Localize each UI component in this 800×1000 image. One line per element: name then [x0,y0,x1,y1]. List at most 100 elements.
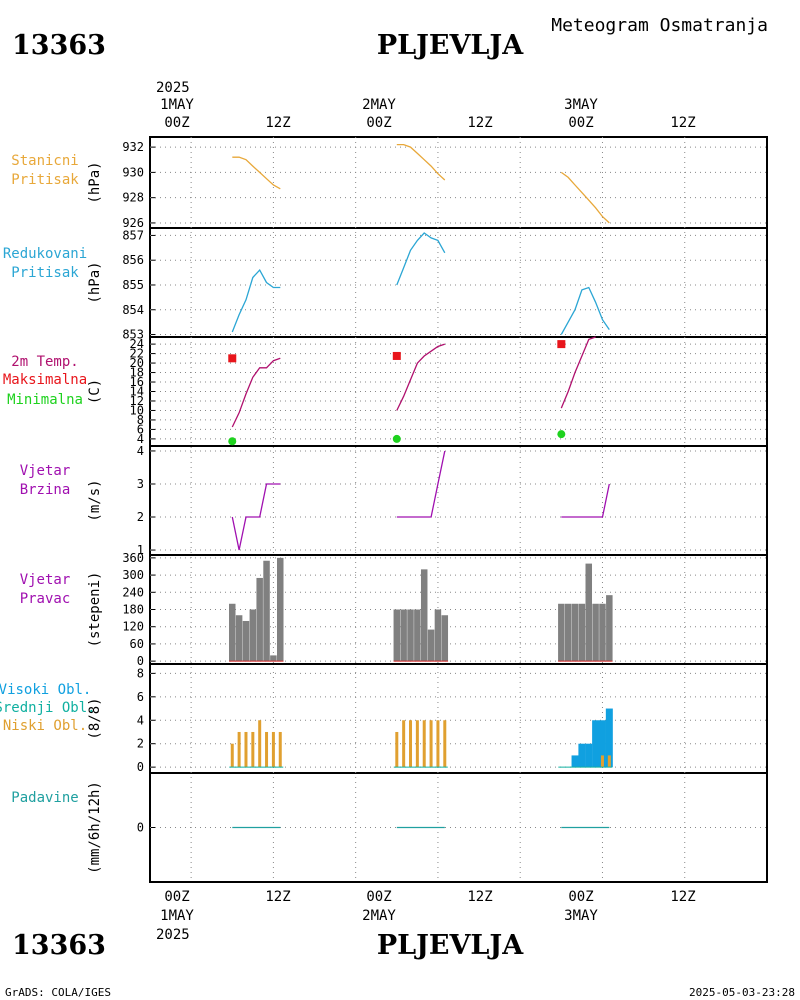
top-day-label: 1MAY [160,97,194,113]
y-tick-label: 8 [137,413,144,427]
wind-direction-bar [599,603,606,662]
y-tick-label: 0 [137,760,144,774]
station-pressure-line [560,171,610,224]
temperature-line [231,357,281,428]
high-cloud-bar [578,743,586,768]
wind-direction-bar [270,655,277,662]
plot-area: 932 930 928 926 (hPa) Stanicni Pritisak 857 856 8… [0,136,768,883]
panel-series-label: Brzina [20,482,71,498]
station-pressure-line [396,143,446,181]
grads-credit: GrADS: COLA/IGES [5,986,111,999]
y-tick-label: 853 [122,328,144,342]
y-tick-label: 8 [137,666,144,680]
y-tick-label: 14 [130,385,144,399]
reduced-pressure-line [396,232,446,286]
panel-series-label: Stanicni [11,153,78,169]
high-cloud-bar [592,720,600,768]
top-hour-label: 12Z [467,115,492,131]
high-cloud-bar [571,755,579,768]
panel-series-label: Pritisak [11,265,79,281]
high-cloud-bar [598,720,606,768]
y-tick-label: 2 [137,510,144,524]
bottom-hour-label: 12Z [467,889,492,905]
low-cloud-bar [265,731,269,768]
wind-direction-bar [564,603,572,662]
wind-direction-bar [256,577,263,662]
temperature-line [396,343,446,411]
station-id-bottom: 13363 [12,930,106,961]
y-tick-label: 857 [122,228,144,242]
top-hour-label: 00Z [568,115,593,131]
low-cloud-bar [443,720,447,768]
y-tick-label: 20 [130,356,144,370]
wind-direction-bar [578,603,586,662]
panel-series-label: Srednji Obl. [0,700,96,716]
wind-direction-bar [427,629,435,662]
station-name-top: PLJEVLJA [377,30,524,61]
y-tick-label: 4 [137,432,144,446]
wind-speed-line [231,483,281,551]
low-cloud-bar [230,743,234,768]
wind-direction-bar [571,603,579,662]
panel-series-label: Maksimalna [3,372,87,388]
y-tick-label: 18 [130,366,144,380]
panel-unit-label: (mm/6h/12h) [87,781,103,874]
low-cloud-bar [258,720,262,768]
panel-series-label: Padavine [11,790,78,806]
wind-direction-bar [558,603,565,662]
wind-direction-bar [434,609,442,662]
min-temp-marker [228,437,237,446]
low-cloud-bar [607,755,611,768]
y-tick-label: 6 [137,690,144,704]
y-tick-label: 0 [137,821,144,835]
y-tick-label: 180 [122,603,144,617]
low-cloud-bar [237,731,241,768]
station-pressure-line [232,156,281,190]
max-temp-marker [557,340,566,349]
bottom-hour-label: 12Z [670,889,695,905]
bottom-day-label: 1MAY [160,908,194,924]
y-tick-label: 240 [122,585,144,599]
low-cloud-bar [251,731,255,768]
bottom-hour-label: 00Z [568,889,593,905]
wind-direction-bar [407,609,414,662]
panel-unit-label: (m/s) [87,479,103,521]
wind-speed-line [396,450,446,518]
low-cloud-bar [278,731,282,768]
bottom-hour-label: 12Z [265,889,290,905]
low-cloud-bar [409,720,413,768]
wind-direction-bar [414,609,421,662]
high-cloud-bar [605,708,613,768]
panel-series-label: Minimalna [7,392,83,408]
panel-unit-label: (stepeni) [87,572,103,648]
wind-direction-bar [420,569,428,662]
y-tick-label: 24 [130,337,144,351]
y-tick-label: 0 [137,654,144,668]
wind-direction-bar [400,609,407,662]
wind-direction-bar [277,557,284,662]
wind-direction-bar [242,620,250,662]
bottom-year-label: 2025 [156,927,190,943]
y-tick-label: 854 [122,303,144,317]
y-tick-label: 928 [122,191,144,205]
plot-frame [149,136,768,883]
y-tick-label: 855 [122,278,144,292]
panel-unit-label: (hPa) [87,161,103,203]
panel-series-label: Vjetar [20,572,71,588]
wind-direction-bar [393,609,401,662]
y-tick-label: 300 [122,568,144,582]
y-tick-label: 4 [137,444,144,458]
low-cloud-bar [395,731,399,768]
low-cloud-bar [429,720,433,768]
panel-series-label: Niski Obl. [3,718,87,734]
wind-direction-bar [229,603,236,662]
wind-speed-line [561,483,610,518]
min-temp-marker [557,430,566,439]
min-temp-marker [392,434,401,443]
panel-series-label: Visoki Obl. [0,682,91,698]
wind-direction-bar [592,603,599,662]
wind-direction-bar [235,615,243,662]
y-tick-label: 3 [137,477,144,491]
top-hour-label: 00Z [164,115,189,131]
